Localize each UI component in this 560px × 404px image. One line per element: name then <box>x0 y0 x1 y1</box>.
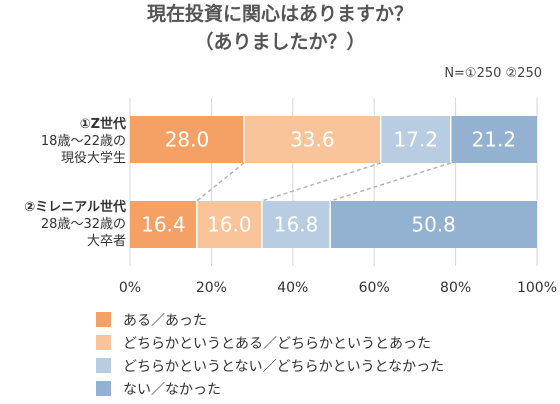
sample-size-note: N=①250 ②250 <box>444 66 542 81</box>
data-label: 33.6 <box>290 128 335 152</box>
legend-item: ある／あった <box>96 308 444 331</box>
legend-label: どちらかというとない／どちらかというとなかった <box>123 358 445 375</box>
category-label-line2: 18歳〜22歳の <box>40 134 126 149</box>
bar-segment <box>130 201 197 248</box>
bar-segment <box>196 201 262 248</box>
legend-item: ない／なかった <box>96 377 444 400</box>
x-tick-label: 80% <box>440 280 471 296</box>
bar-segment <box>243 116 381 163</box>
x-tick-label: 60% <box>359 280 390 296</box>
legend-item: どちらかというとない／どちらかというとなかった <box>96 354 444 377</box>
x-tick-label: 20% <box>196 280 227 296</box>
category-label-line3: 現役大学生 <box>60 151 126 166</box>
legend-item: どちらかというとある／どちらかというとあった <box>96 331 444 354</box>
x-tick-label: 40% <box>277 280 308 296</box>
bar-segment <box>450 116 537 163</box>
category-label-millennial: ②ミレニアル世代 28歳〜32歳の 大卒者 <box>4 199 126 250</box>
legend-swatch <box>96 312 111 327</box>
legend-swatch <box>96 381 111 396</box>
category-label-line1: ①Z世代 <box>79 117 126 132</box>
x-tick-label: 100% <box>517 280 557 296</box>
category-label-line3: 大卒者 <box>86 234 126 249</box>
connector-line <box>330 162 451 202</box>
chart-title-line2: （ありましたか？） <box>194 31 366 53</box>
bar-segment <box>261 201 331 248</box>
connector-line <box>261 162 381 202</box>
bar-segment <box>330 201 537 248</box>
data-label: 28.0 <box>165 128 210 152</box>
legend-swatch <box>96 335 111 350</box>
data-label: 16.8 <box>274 213 319 237</box>
data-label: 16.4 <box>141 213 186 237</box>
legend: ある／あったどちらかというとある／どちらかというとあった どちらかというとない／ど… <box>96 308 444 400</box>
legend-label: ない／なかった <box>123 381 221 398</box>
legend-label: どちらかというとある／どちらかというとあった <box>123 335 431 352</box>
data-label: 50.8 <box>411 213 456 237</box>
bar-segment <box>130 116 244 163</box>
connector-line <box>196 162 245 202</box>
data-label: 21.2 <box>472 128 517 152</box>
category-label-gen-z: ①Z世代 18歳〜22歳の 現役大学生 <box>4 116 126 167</box>
category-label-line1: ②ミレニアル世代 <box>24 200 126 215</box>
chart-title-line1: 現在投資に関心はありますか？ <box>146 3 413 25</box>
category-label-line2: 28歳〜32歳の <box>40 217 126 232</box>
bar-segment <box>380 116 451 163</box>
data-label: 17.2 <box>393 128 438 152</box>
x-tick-label: 0% <box>119 280 141 296</box>
legend-swatch <box>96 358 111 373</box>
data-label: 16.0 <box>207 213 252 237</box>
legend-label: ある／あった <box>123 312 207 329</box>
